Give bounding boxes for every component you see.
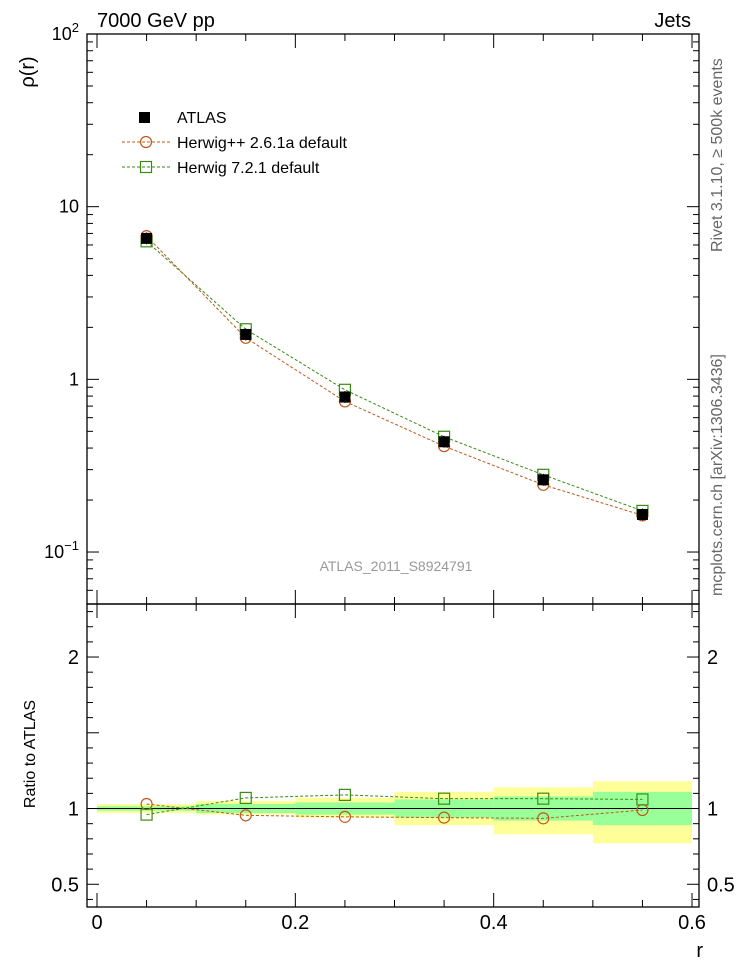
data-point-main-0-5 — [636, 508, 648, 520]
analysis-label: ATLAS_2011_S8924791 — [320, 558, 473, 574]
side-text-top: Rivet 3.1.10, ≥ 500k events — [709, 58, 726, 252]
legend-herwigpp-marker — [139, 135, 153, 149]
data-point-ratio-1-1 — [239, 791, 252, 805]
header-left: 7000 GeV pp — [97, 10, 215, 32]
main-y-tick-label: 1 — [69, 369, 79, 389]
data-point-ratio-1-3 — [437, 792, 451, 805]
data-point-main-0-1 — [240, 328, 252, 340]
ratio-frame — [86, 603, 700, 908]
data-point-ratio-0-3 — [437, 811, 451, 824]
legend-herwigpp-label: Herwig++ 2.6.1a default — [177, 135, 347, 152]
header-right: Jets — [654, 10, 691, 32]
legend-herwig7-marker — [139, 160, 153, 174]
data-point-ratio-1-0 — [140, 808, 153, 821]
data-point-ratio-1-2 — [338, 788, 352, 801]
legend-atlas-marker — [139, 112, 150, 123]
ratio-panel: 0.5 0.5 1 1 2 2 0 0.2 0.4 0.6 Ratio to ATLAS r — [22, 603, 735, 962]
ratio-y-axis-label: Ratio to ATLAS — [22, 700, 39, 808]
data-point-ratio-1-4 — [537, 792, 550, 805]
data-point-main-0-4 — [537, 474, 549, 486]
x-axis-label: r — [696, 940, 703, 962]
x-tick-label: 0.6 — [678, 912, 706, 934]
main-y-tick-label: 102 — [52, 20, 79, 44]
legend: ATLAS Herwig++ 2.6.1a default Herwig 7.2… — [122, 110, 347, 177]
data-point-ratio-0-4 — [537, 812, 550, 825]
data-point-main-0-3 — [438, 436, 450, 448]
ratio-y-tick-label-right: 0.5 — [707, 874, 735, 896]
series-line-main-2 — [146, 240, 643, 512]
series-line-main-1 — [146, 235, 643, 516]
legend-atlas-label: ATLAS — [177, 110, 227, 127]
main-y-axis-label: ρ(r) — [17, 56, 39, 87]
x-tick-label: 0 — [91, 912, 102, 934]
ratio-y-tick-label-right: 2 — [707, 647, 718, 669]
main-y-tick-label: 10−1 — [44, 538, 79, 562]
legend-herwig7-label: Herwig 7.2.1 default — [177, 160, 320, 177]
data-point-ratio-1-5 — [636, 793, 649, 806]
ratio-y-tick-label-left: 1 — [68, 799, 79, 821]
data-point-main-0-0 — [141, 232, 153, 244]
data-point-ratio-0-2 — [338, 810, 352, 823]
data-point-ratio-0-1 — [239, 809, 252, 822]
ratio-y-tick-label-right: 1 — [707, 799, 718, 821]
side-text-bottom: mcplots.cern.ch [arXiv:1306.3436] — [709, 354, 726, 596]
ratio-y-tick-label-left: 2 — [68, 647, 79, 669]
ratio-y-tick-label-left: 0.5 — [51, 874, 79, 896]
x-tick-label: 0.2 — [281, 912, 309, 934]
main-y-tick-label: 10 — [59, 197, 79, 217]
data-point-main-0-2 — [339, 391, 351, 403]
main-panel: 10−1 1 10 102 ρ(r) ATLAS_2011_S8924791 ATLA… — [17, 20, 700, 605]
x-tick-label: 0.4 — [480, 912, 508, 934]
